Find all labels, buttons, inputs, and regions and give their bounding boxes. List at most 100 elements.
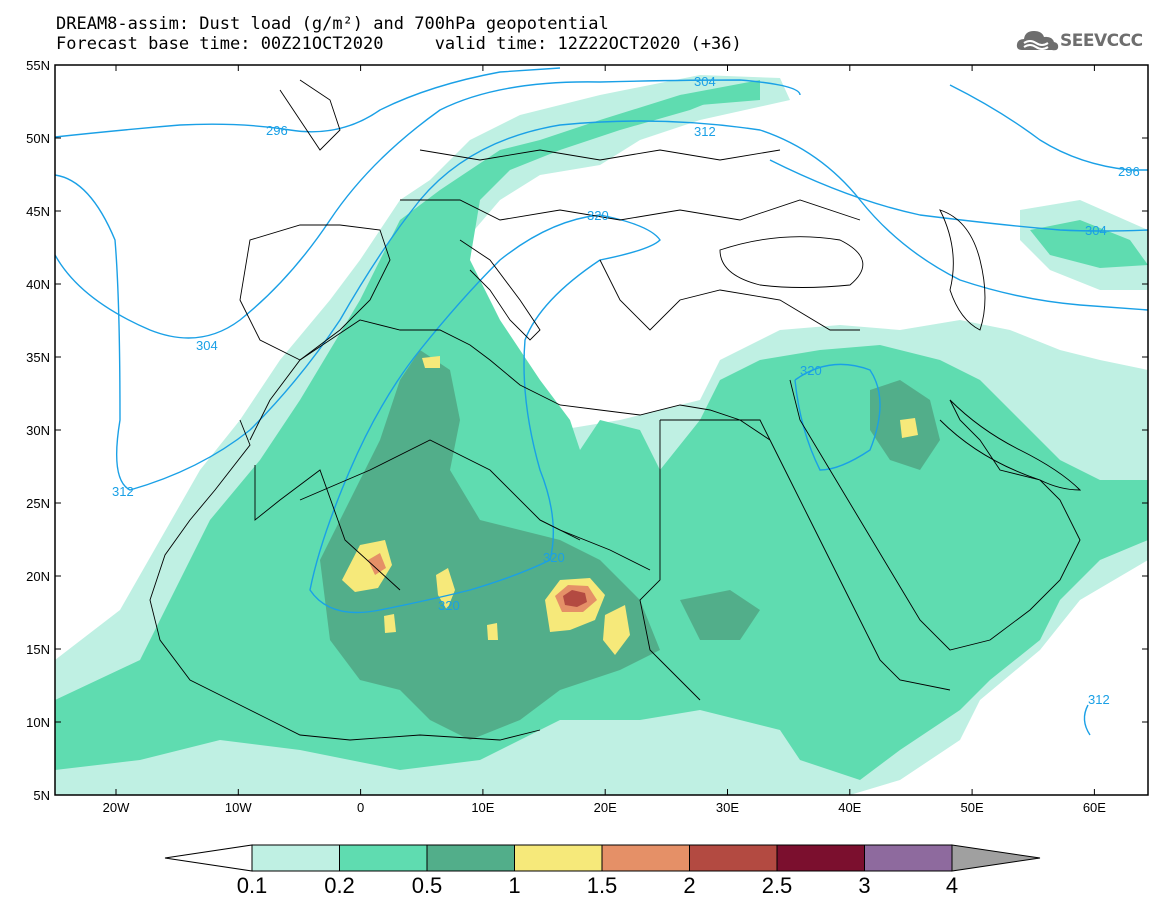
lon-label: 20W — [103, 800, 130, 815]
lon-label: 0 — [357, 800, 364, 815]
coast-uk — [279, 79, 341, 151]
lat-label: 40N — [26, 277, 50, 292]
border-eu-1 — [400, 199, 861, 221]
colorbar-label: 0.5 — [411, 873, 443, 898]
lat-label: 20N — [26, 569, 50, 584]
contour-label: 320 — [800, 363, 822, 378]
coast-black-sea — [719, 236, 864, 288]
logo-text: SEEVCCC — [1060, 31, 1143, 51]
border-eu-2 — [419, 149, 781, 161]
contour-296-west — [55, 67, 561, 138]
border-chad — [539, 519, 651, 571]
colorbar-label: 3 — [858, 873, 871, 898]
contour-label: 296 — [1118, 164, 1140, 179]
colorbar-swatch — [601, 844, 690, 872]
contour-label: 296 — [266, 123, 288, 138]
contour-label: 312 — [1088, 692, 1110, 707]
colorbar-swatch — [339, 844, 428, 872]
dust-region-yellow6 — [900, 418, 918, 438]
contour-label: 320 — [587, 208, 609, 223]
colorbar-swatch — [776, 844, 865, 872]
contour-label: 312 — [112, 484, 134, 499]
lon-label: 10E — [471, 800, 494, 815]
lon-label: 20E — [594, 800, 617, 815]
dust-region-yellow7 — [384, 614, 396, 633]
colorbar-high-end — [951, 844, 1041, 872]
latitude-axis: 55N 50N 45N 40N 35N 30N 25N 20N 15N 10N 5N — [26, 58, 1148, 803]
dust-region-yellow8 — [487, 623, 498, 640]
colorbar-label: 2 — [683, 873, 696, 898]
coast-iberia — [239, 224, 391, 361]
lat-label: 30N — [26, 423, 50, 438]
lat-label: 55N — [26, 58, 50, 73]
contour-label: 320 — [438, 598, 460, 613]
lon-label: 60E — [1083, 800, 1106, 815]
colorbar-swatch — [689, 844, 778, 872]
lat-label: 50N — [26, 131, 50, 146]
figure-title: DREAM8-assim: Dust load (g/m²) and 700hP… — [56, 14, 609, 34]
colorbar-label: 1.5 — [586, 873, 618, 898]
dust-region-dark — [320, 350, 660, 740]
colorbar-label: 2.5 — [761, 873, 793, 898]
colorbar-label: 1 — [508, 873, 521, 898]
colorbar-swatch — [426, 844, 515, 872]
contour-304 — [55, 79, 801, 339]
coast-italy — [459, 239, 541, 341]
coast-north-africa — [249, 319, 771, 441]
colorbar-label: 4 — [945, 873, 959, 898]
dust-region-yellow2 — [436, 568, 455, 610]
border-mali — [254, 465, 401, 591]
contour-312-east — [1083, 704, 1091, 736]
geopotential-contours — [55, 67, 1148, 736]
lat-label: 25N — [26, 496, 50, 511]
coast-africa-west — [149, 419, 541, 741]
contour-label: 304 — [196, 338, 218, 353]
lat-label: 45N — [26, 204, 50, 219]
coast-caspian — [939, 209, 986, 331]
contour-label: 304 — [694, 74, 716, 89]
contour-296-east — [949, 84, 1148, 171]
dust-region-orange2 — [368, 553, 386, 575]
dust-region-medium-ne — [1030, 220, 1148, 268]
lat-label: 10N — [26, 715, 50, 730]
colorbar-swatch — [514, 844, 603, 872]
dust-region-red — [563, 590, 587, 607]
contour-labels: 296 304 312 320 320 320 304 312 296 304 … — [112, 74, 1140, 707]
dust-field — [55, 75, 1148, 795]
colorbar-swatch — [864, 844, 953, 872]
lat-label: 35N — [26, 350, 50, 365]
lat-label: 5N — [33, 788, 50, 803]
coast-greece-turkey — [599, 259, 860, 331]
contour-label: 312 — [694, 124, 716, 139]
colorbar-swatch — [251, 844, 340, 872]
lat-label: 15N — [26, 642, 50, 657]
lon-label: 30E — [716, 800, 739, 815]
seevccc-logo: SEEVCCC — [1016, 26, 1148, 56]
border-sudan — [639, 420, 701, 701]
contour-label: 320 — [543, 550, 565, 565]
contour-304-east — [769, 159, 1148, 232]
coast-persian-gulf — [939, 399, 1082, 491]
lon-label: 10W — [225, 800, 252, 815]
lon-label: 40E — [838, 800, 861, 815]
dust-region-yellow — [342, 540, 392, 592]
colorbar-label: 0.2 — [324, 873, 355, 898]
contour-312 — [55, 120, 1148, 491]
dust-region-dark-chad — [680, 590, 760, 640]
dust-region-yellow4 — [603, 605, 630, 655]
colorbar-label: 0.1 — [236, 873, 268, 898]
lon-label: 50E — [961, 800, 984, 815]
contour-320-east — [794, 363, 881, 471]
dust-region-yellow5 — [422, 356, 440, 368]
coast-red-sea — [769, 439, 951, 691]
longitude-axis: 20W 10W 0 10E 20E 30E 40E 50E 60E — [103, 65, 1106, 815]
dust-region-medium-uk — [680, 80, 760, 105]
colorbar-low-end — [164, 844, 253, 872]
figure-subtitle: Forecast base time: 00Z21OCT2020 valid t… — [56, 34, 742, 54]
cloud-icon — [1016, 31, 1059, 51]
contour-label: 304 — [1085, 223, 1107, 238]
coastlines — [149, 79, 1082, 741]
